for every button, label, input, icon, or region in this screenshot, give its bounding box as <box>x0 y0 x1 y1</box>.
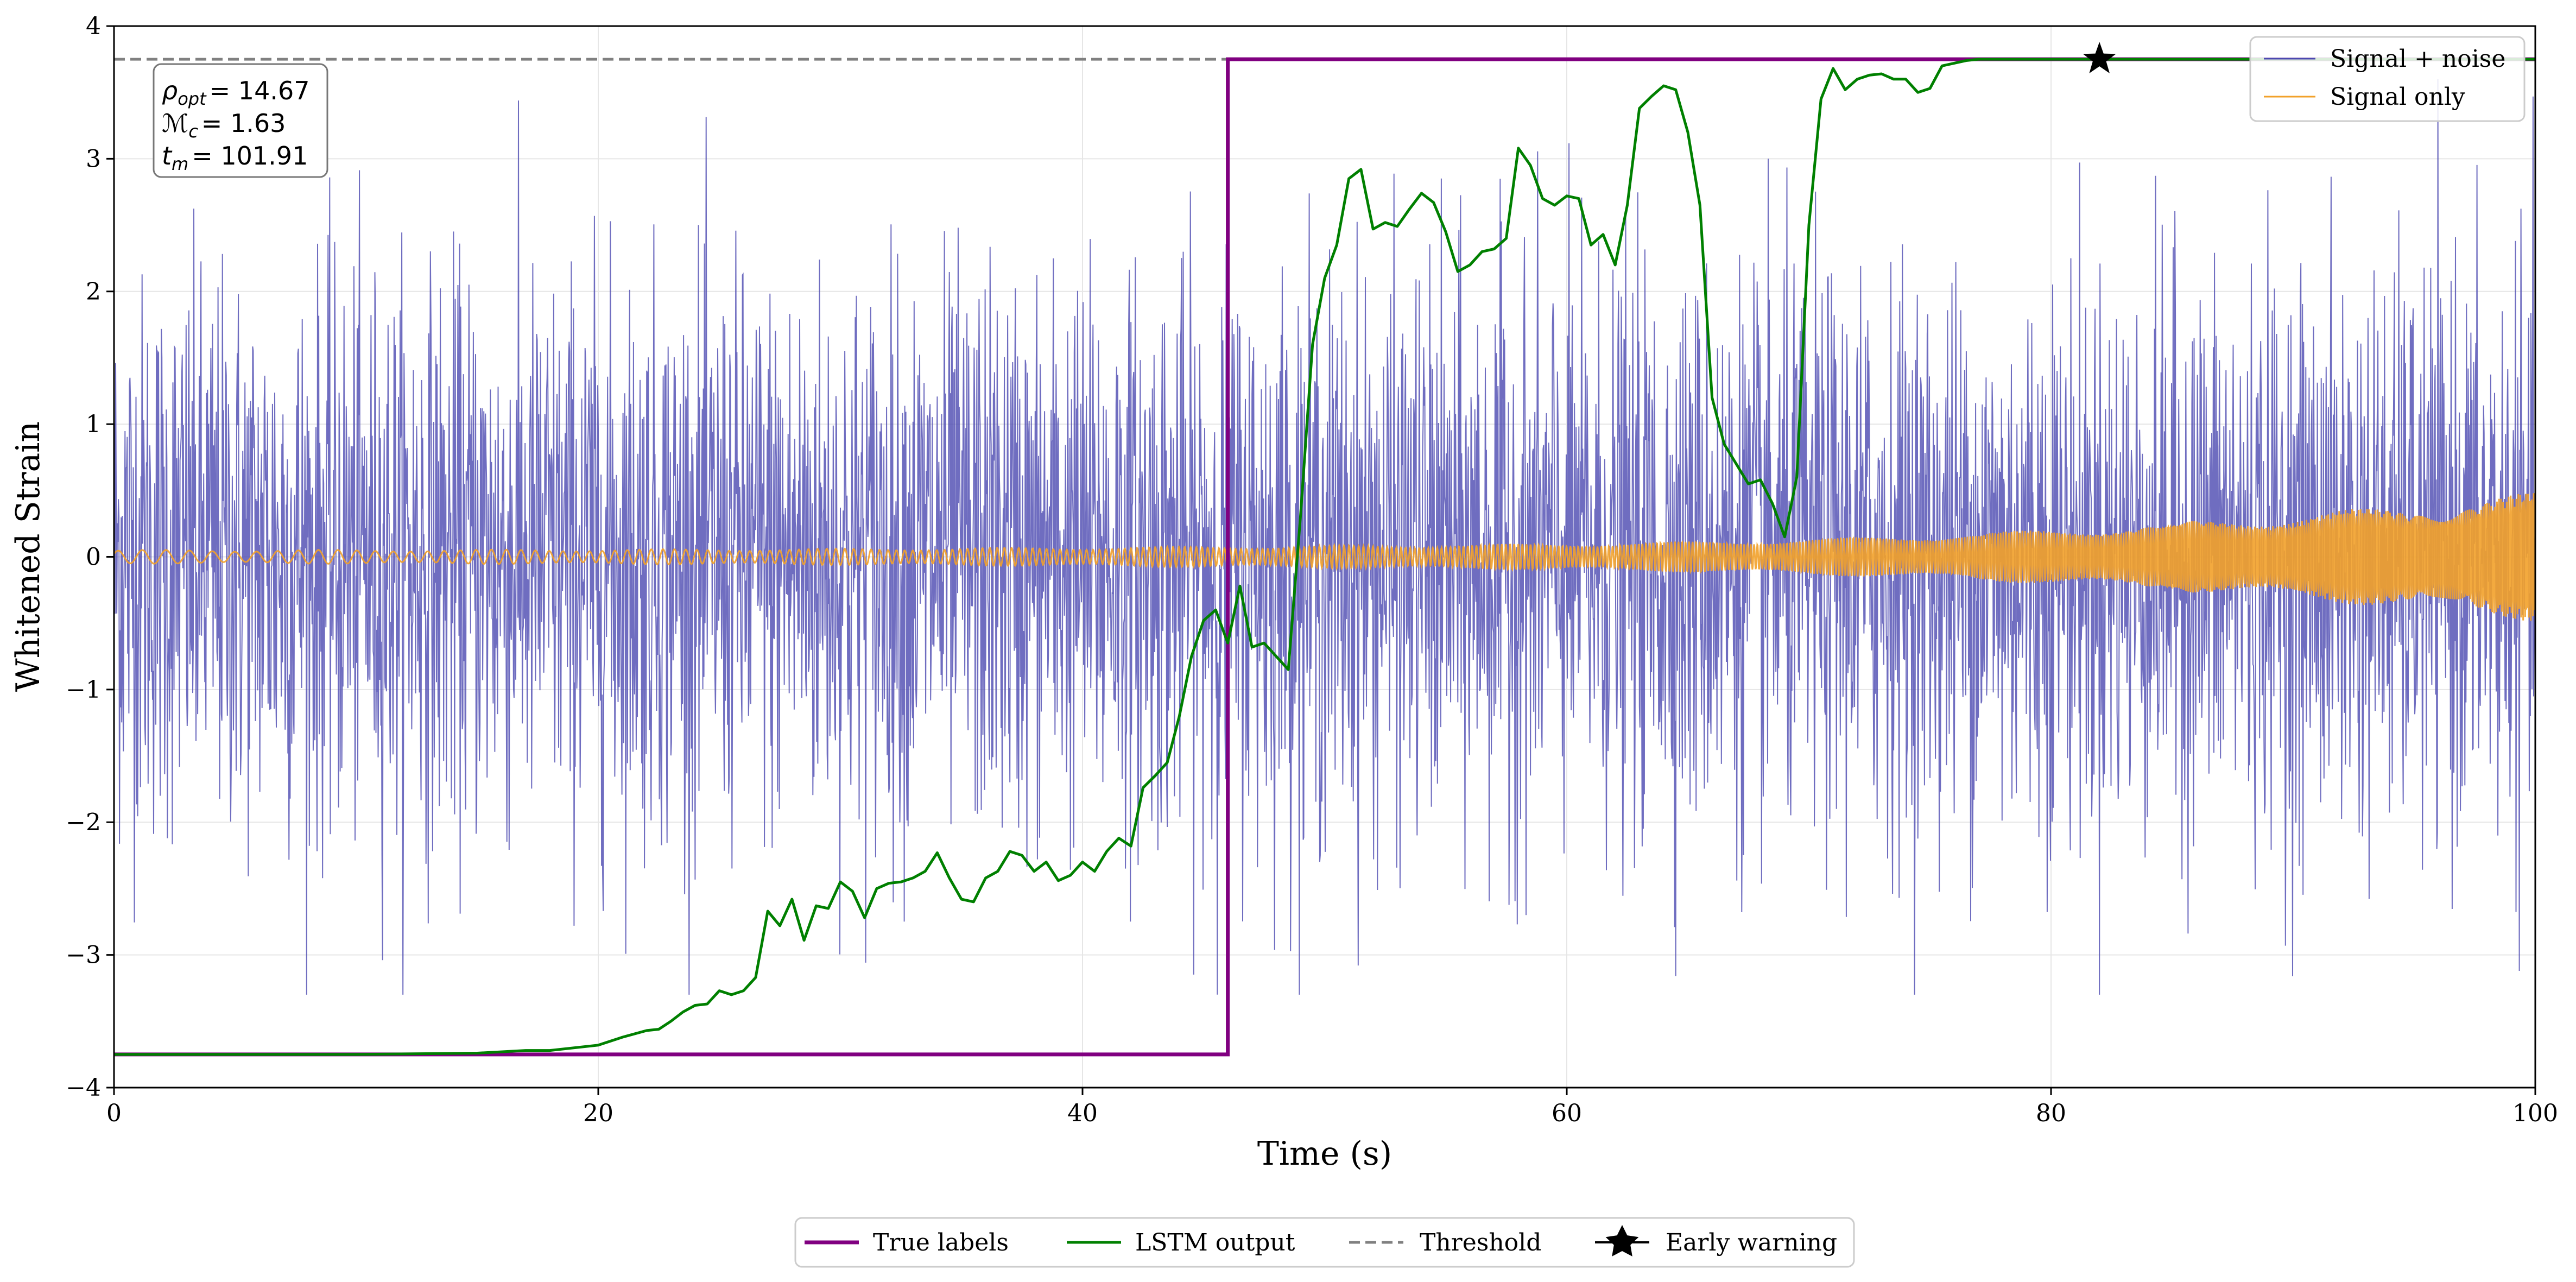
x-tick-label-0: 0 <box>106 1100 122 1127</box>
legend-label-signal-noise: Signal + noise <box>2330 45 2505 73</box>
legend-bottom: True labels LSTM output Threshold Early … <box>794 1217 1855 1268</box>
x-tick-label-1: 20 <box>583 1100 613 1127</box>
x-axis-title: Time (s) <box>1257 1135 1392 1173</box>
axis-ticks: 0 20 40 60 80 100 −4 −3 −2 −1 0 1 2 3 4 <box>66 12 2558 1127</box>
y-tick-label-7: 3 <box>86 145 101 173</box>
y-tick-label-3: −1 <box>66 676 101 704</box>
legend-label-lstm: LSTM output <box>1135 1229 1295 1256</box>
true-labels-series <box>114 57 2535 1057</box>
early-warning-series <box>2083 42 2116 73</box>
annotation-box: ρopt = 14.67 ℳc = 1.63 tm = 101.91 <box>153 63 328 178</box>
signal-plus-noise-series <box>114 79 2535 995</box>
x-tick-label-5: 100 <box>2512 1100 2558 1127</box>
legend-swatch-early-warning <box>1605 1225 1639 1256</box>
early-warning-star <box>2083 42 2116 73</box>
legend-bottom-frame <box>794 1217 1855 1268</box>
legend-top-right: Signal + noise Signal only <box>2249 36 2526 122</box>
plot-area <box>114 42 2535 1057</box>
legend-label-threshold: Threshold <box>1420 1229 1541 1256</box>
x-tick-label-4: 80 <box>2036 1100 2066 1127</box>
x-tick-label-2: 40 <box>1067 1100 1098 1127</box>
y-tick-label-4: 0 <box>86 544 101 571</box>
signal-noise-line <box>114 79 2535 995</box>
y-tick-label-2: −2 <box>66 809 101 836</box>
signal-only-line <box>114 493 2535 621</box>
y-tick-label-0: −4 <box>66 1074 101 1102</box>
annotation-frame <box>153 63 328 178</box>
legend-label-signal-only: Signal only <box>2330 83 2465 111</box>
lstm-output-line <box>114 58 2535 1056</box>
legend-label-early-warning: Early warning <box>1666 1229 1837 1256</box>
x-tick-label-3: 60 <box>1552 1100 1582 1127</box>
annotation-rho: ρopt = 14.67 <box>162 76 310 109</box>
y-axis-title: Whitened Strain <box>9 421 47 692</box>
legend-label-true-labels: True labels <box>873 1229 1009 1256</box>
y-tick-label-6: 2 <box>86 278 101 306</box>
y-tick-label-8: 4 <box>86 12 101 40</box>
y-tick-label-5: 1 <box>86 411 101 438</box>
lstm-output-series <box>114 58 2535 1056</box>
annotation-chirp-mass: ℳc = 1.63 <box>162 109 286 142</box>
y-tick-label-1: −3 <box>66 942 101 969</box>
signal-only-series <box>114 493 2535 621</box>
true-labels-line <box>114 57 2535 1057</box>
annotation-merger-time: tm = 101.91 <box>162 141 308 174</box>
legend-top-right-frame <box>2249 36 2526 122</box>
